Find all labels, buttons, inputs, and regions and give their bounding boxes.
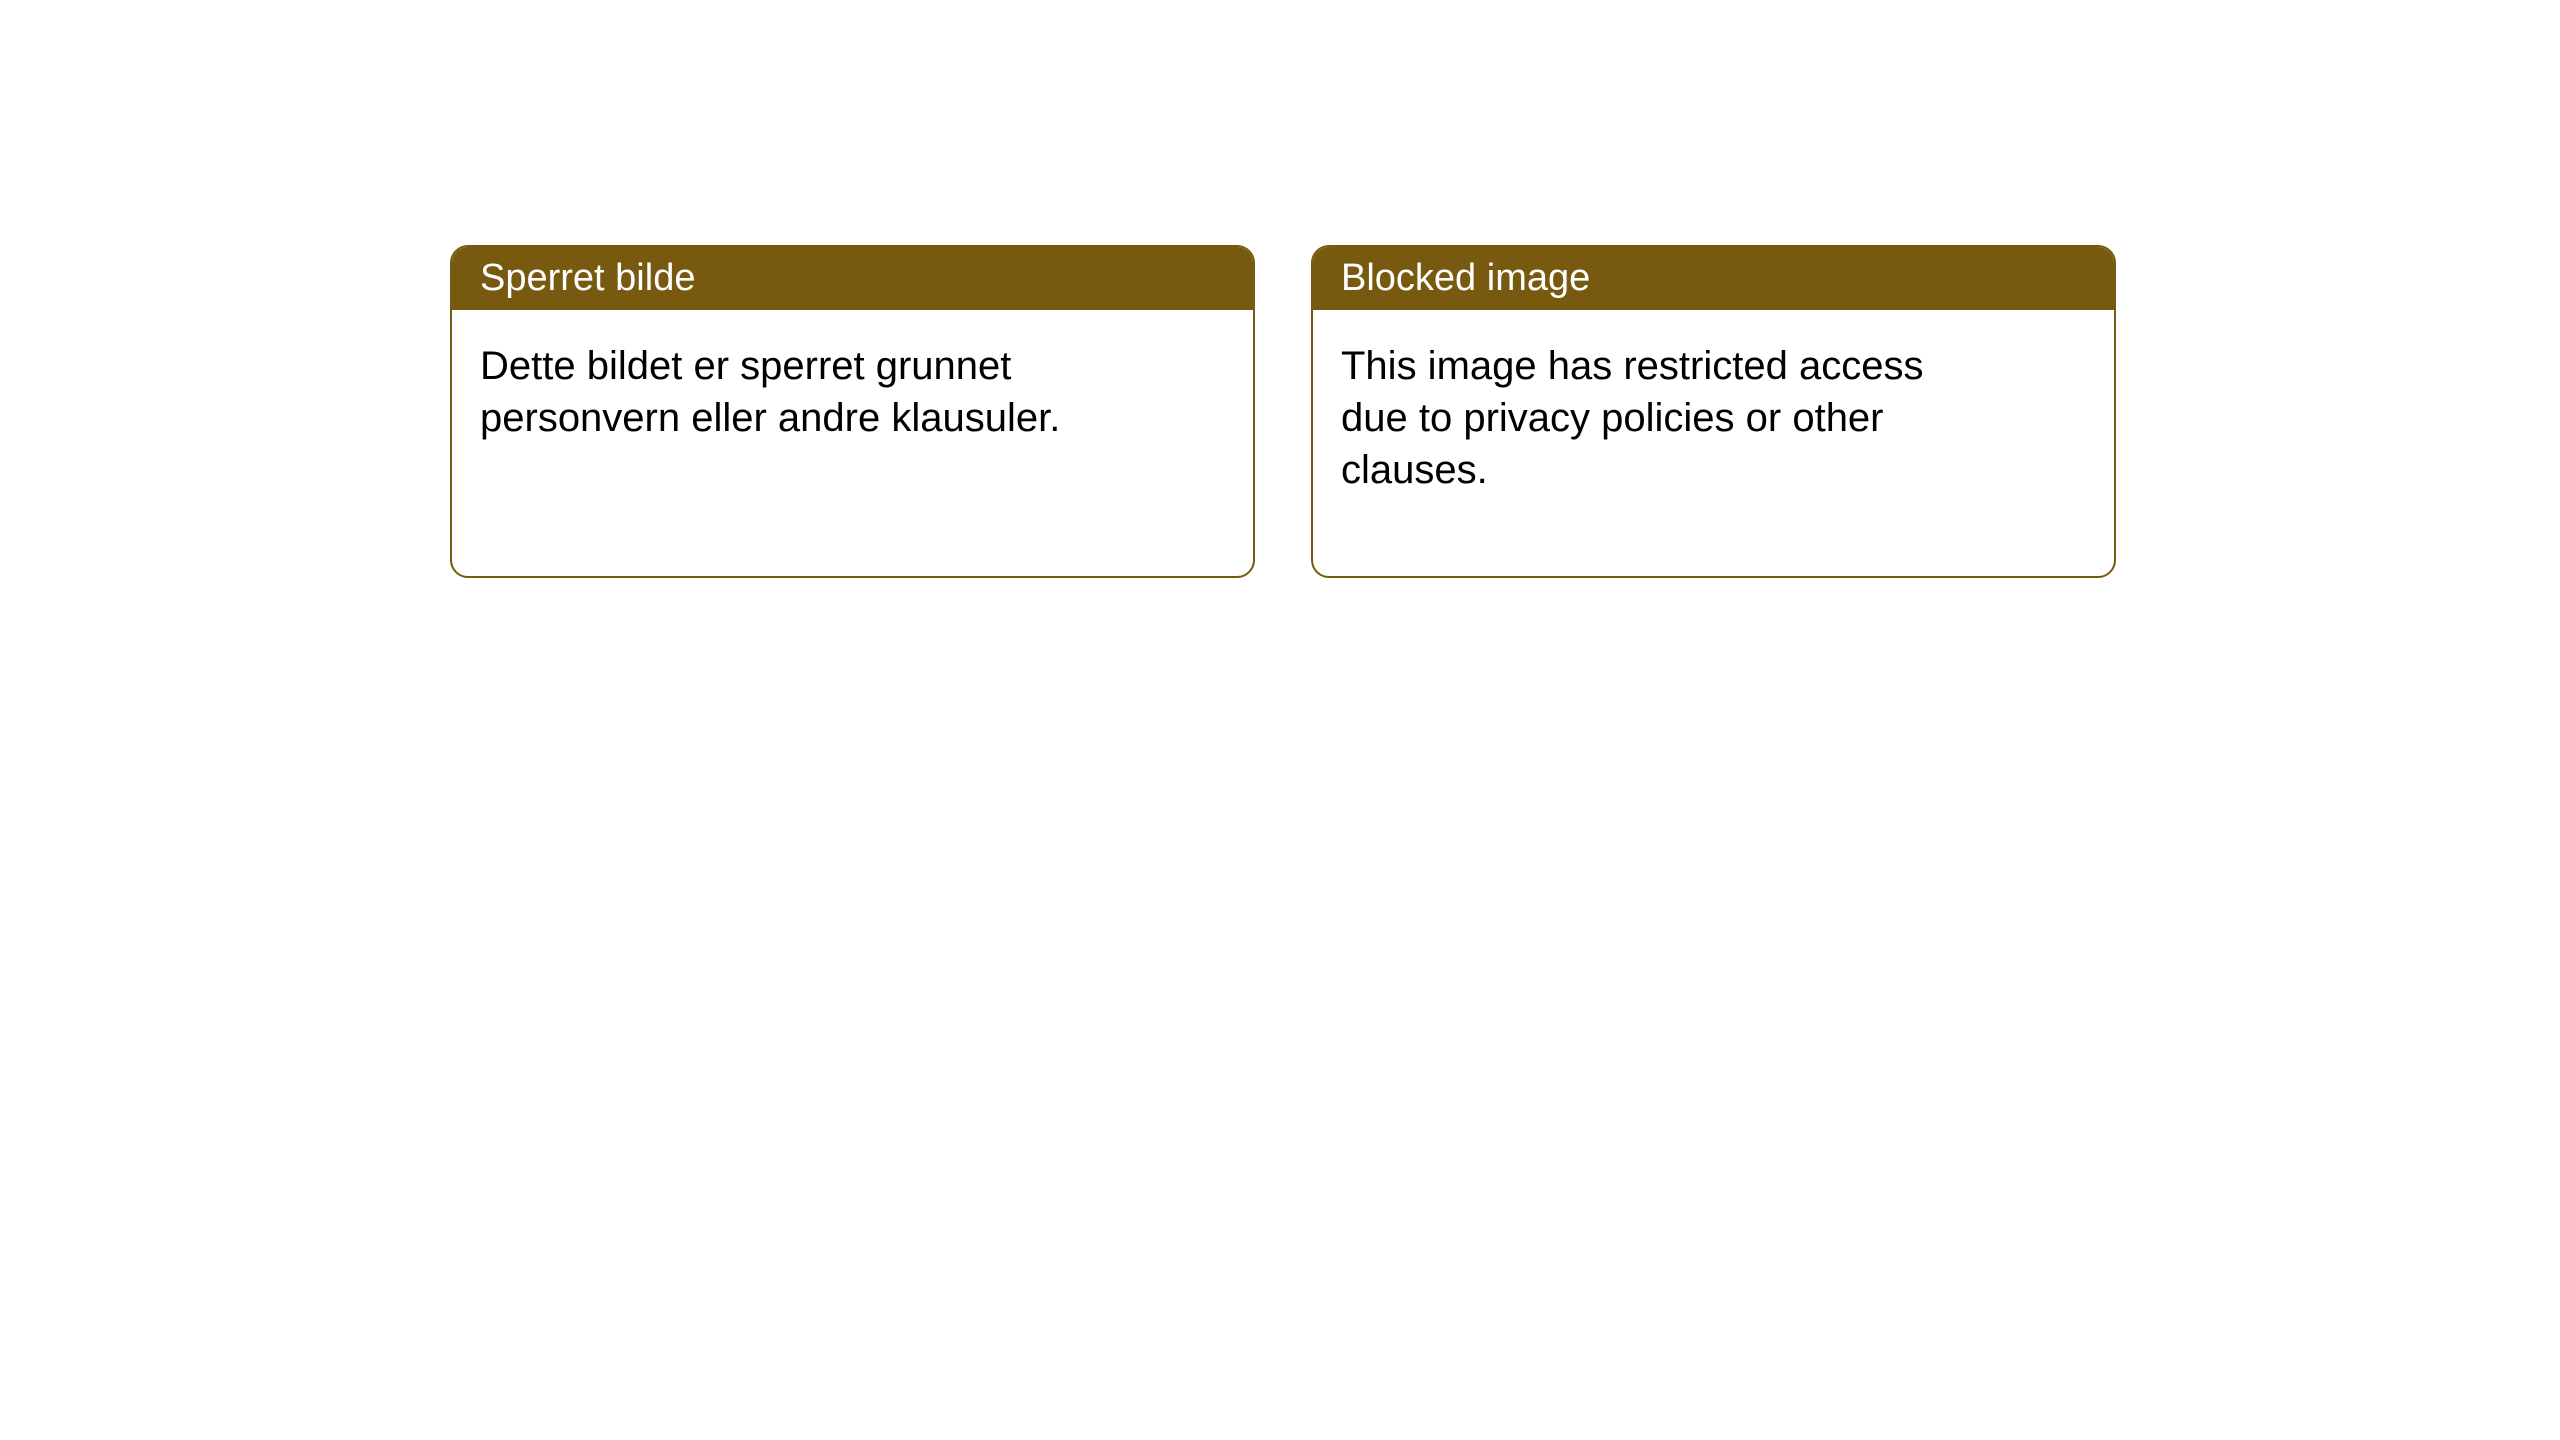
notice-body-text: This image has restricted access due to … — [1341, 344, 1923, 492]
notice-title: Blocked image — [1341, 257, 1590, 299]
notice-header: Sperret bilde — [452, 247, 1253, 310]
notice-card-norwegian: Sperret bilde Dette bildet er sperret gr… — [450, 245, 1255, 578]
notice-body: Dette bildet er sperret grunnet personve… — [452, 310, 1152, 524]
notice-card-english: Blocked image This image has restricted … — [1311, 245, 2116, 578]
notice-body: This image has restricted access due to … — [1313, 310, 2013, 576]
notice-container: Sperret bilde Dette bildet er sperret gr… — [0, 0, 2560, 578]
notice-header: Blocked image — [1313, 247, 2114, 310]
notice-body-text: Dette bildet er sperret grunnet personve… — [480, 344, 1060, 440]
notice-title: Sperret bilde — [480, 257, 695, 299]
